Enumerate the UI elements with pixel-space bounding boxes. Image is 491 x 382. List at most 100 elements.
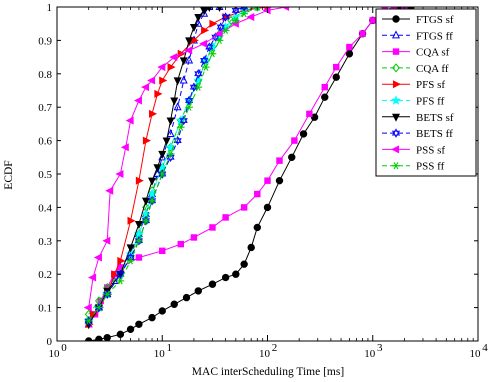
y-tick-label: 0.3 [38, 236, 52, 248]
data-point-ftgs-ff-10 [158, 152, 167, 161]
data-point-bets-sf-13 [173, 77, 182, 86]
data-point-pss-ff-8 [158, 170, 167, 178]
data-point-pss-ff-0 [84, 317, 93, 325]
data-point-pss-ff-2 [103, 290, 112, 298]
legend-entry-ftgs-ff: FTGS ff [382, 30, 453, 42]
data-point-pss-sf-5 [115, 169, 124, 179]
data-point-pss-sf-15 [214, 29, 223, 38]
legend-marker-bets-ff [391, 128, 401, 138]
data-point-ftgs-sf-17 [263, 203, 272, 212]
legend-entry-cqa-sf: CQA sf [382, 47, 450, 59]
data-point-pfs-sf-7 [135, 176, 144, 185]
data-point-cqa-sf-20 [346, 43, 353, 51]
legend-entry-pss-sf: PSS sf [382, 144, 445, 156]
data-point-ftgs-sf-7 [158, 307, 166, 315]
data-point-pfs-sf-16 [209, 19, 218, 28]
data-point-bets-ff-15 [200, 55, 209, 66]
data-point-pss-ff-6 [142, 217, 150, 225]
data-point-pss-sf-6 [120, 143, 129, 152]
data-point-cqa-sf-14 [264, 177, 271, 184]
data-point-cqa-sf-15 [276, 157, 283, 164]
data-point-cqa-sf-9 [190, 234, 198, 241]
legend-marker-pss-ff [392, 162, 400, 170]
data-point-pss-ff-18 [240, 10, 248, 18]
x-axis-label: MAC interScheduling Time [ms] [192, 366, 344, 378]
data-point-bets-sf-6 [141, 197, 150, 206]
data-point-ftgs-sf-1 [95, 335, 103, 341]
legend-marker-pfs-ff [390, 95, 402, 105]
data-point-ftgs-sf-21 [310, 113, 319, 121]
data-point-ftgs-sf-14 [240, 260, 248, 268]
data-point-pfs-sf-6 [127, 216, 136, 225]
data-point-pfs-sf-11 [159, 76, 168, 85]
data-point-pss-sf-9 [140, 83, 150, 92]
data-point-pfs-sf-12 [167, 63, 176, 72]
data-point-cqa-sf-19 [333, 63, 340, 71]
data-point-pfs-sf-15 [201, 26, 210, 35]
data-point-bets-sf-4 [126, 244, 135, 253]
data-point-ftgs-sf-6 [148, 313, 156, 322]
x-tick-label-exponent: 1 [167, 342, 173, 354]
data-point-cqa-sf-21 [359, 30, 366, 37]
data-point-cqa-sf-22 [369, 17, 376, 24]
data-point-ftgs-sf-4 [126, 325, 135, 334]
data-point-pss-ff-16 [221, 26, 230, 34]
data-point-pss-sf-12 [169, 53, 178, 62]
data-point-pfs-sf-5 [117, 256, 126, 265]
data-point-pss-sf-13 [184, 46, 193, 55]
data-point-pfs-sf-10 [154, 89, 163, 98]
data-point-bets-sf-17 [194, 13, 203, 22]
data-point-ftgs-sf-11 [208, 280, 217, 288]
y-tick-label: 0.7 [38, 102, 52, 114]
legend-marker-pfs-sf [392, 80, 401, 89]
data-point-ftgs-ff-12 [173, 102, 182, 111]
data-point-pss-sf-0 [83, 303, 92, 312]
data-point-pss-sf-8 [133, 96, 142, 105]
data-point-pss-sf-1 [88, 273, 97, 282]
data-point-cqa-sf-16 [291, 137, 298, 144]
data-point-pfs-sf-8 [142, 136, 151, 145]
data-point-pfs-ff-17 [230, 11, 241, 22]
y-tick-label: 0.1 [38, 303, 52, 315]
data-point-ftgs-sf-15 [247, 243, 255, 252]
data-point-ftgs-sf-16 [253, 223, 262, 232]
y-axis-label: ECDF [3, 160, 15, 189]
data-point-ftgs-sf-10 [194, 287, 202, 295]
data-point-ftgs-sf-20 [299, 130, 308, 138]
data-point-bets-ff-5 [134, 236, 144, 246]
data-point-ftgs-sf-22 [321, 93, 329, 101]
data-point-pss-sf-10 [147, 76, 156, 85]
legend-entry-pfs-ff: PFS ff [382, 95, 445, 108]
data-point-bets-ff-14 [194, 69, 203, 79]
data-point-pfs-sf-4 [111, 270, 120, 279]
x-tick-label-exponent: 0 [61, 342, 67, 354]
data-point-pss-sf-7 [125, 116, 134, 125]
legend: FTGS sf FTGS ff CQA sf CQA ff PFS sf PFS ff BE… [375, 8, 477, 177]
data-point-pss-ff-4 [126, 257, 135, 265]
series-pss-sf [83, 7, 290, 312]
data-point-bets-sf-5 [134, 221, 143, 230]
legend-entry-bets-sf: BETS sf [382, 112, 454, 124]
data-point-pss-ff-5 [135, 237, 143, 245]
data-point-pss-ff-13 [202, 63, 210, 71]
data-point-cqa-sf-17 [306, 110, 313, 118]
data-point-bets-sf-18 [200, 7, 209, 16]
data-point-pss-sf-18 [262, 7, 271, 15]
y-tick-label: 0.6 [38, 136, 52, 148]
x-tick-label: 10 [470, 348, 482, 360]
x-tick-label-exponent: 2 [272, 342, 278, 354]
data-point-pss-ff-11 [185, 103, 193, 111]
legend-label: CQA ff [416, 63, 449, 75]
data-point-ftgs-sf-3 [116, 330, 125, 339]
data-point-pss-ff-14 [208, 50, 217, 58]
y-tick-label: 0 [47, 336, 53, 348]
legend-entry-bets-ff: BETS ff [382, 128, 453, 140]
legend-marker-bets-sf [391, 113, 401, 122]
data-point-pfs-sf-9 [148, 109, 158, 118]
series-pfs-sf [85, 7, 273, 329]
data-point-bets-ff-18 [216, 22, 225, 32]
data-point-ftgs-ff-11 [166, 128, 175, 137]
data-point-ftgs-sf-18 [275, 176, 284, 185]
y-tick-label: 0.4 [38, 202, 52, 214]
data-point-pss-sf-4 [105, 186, 114, 195]
